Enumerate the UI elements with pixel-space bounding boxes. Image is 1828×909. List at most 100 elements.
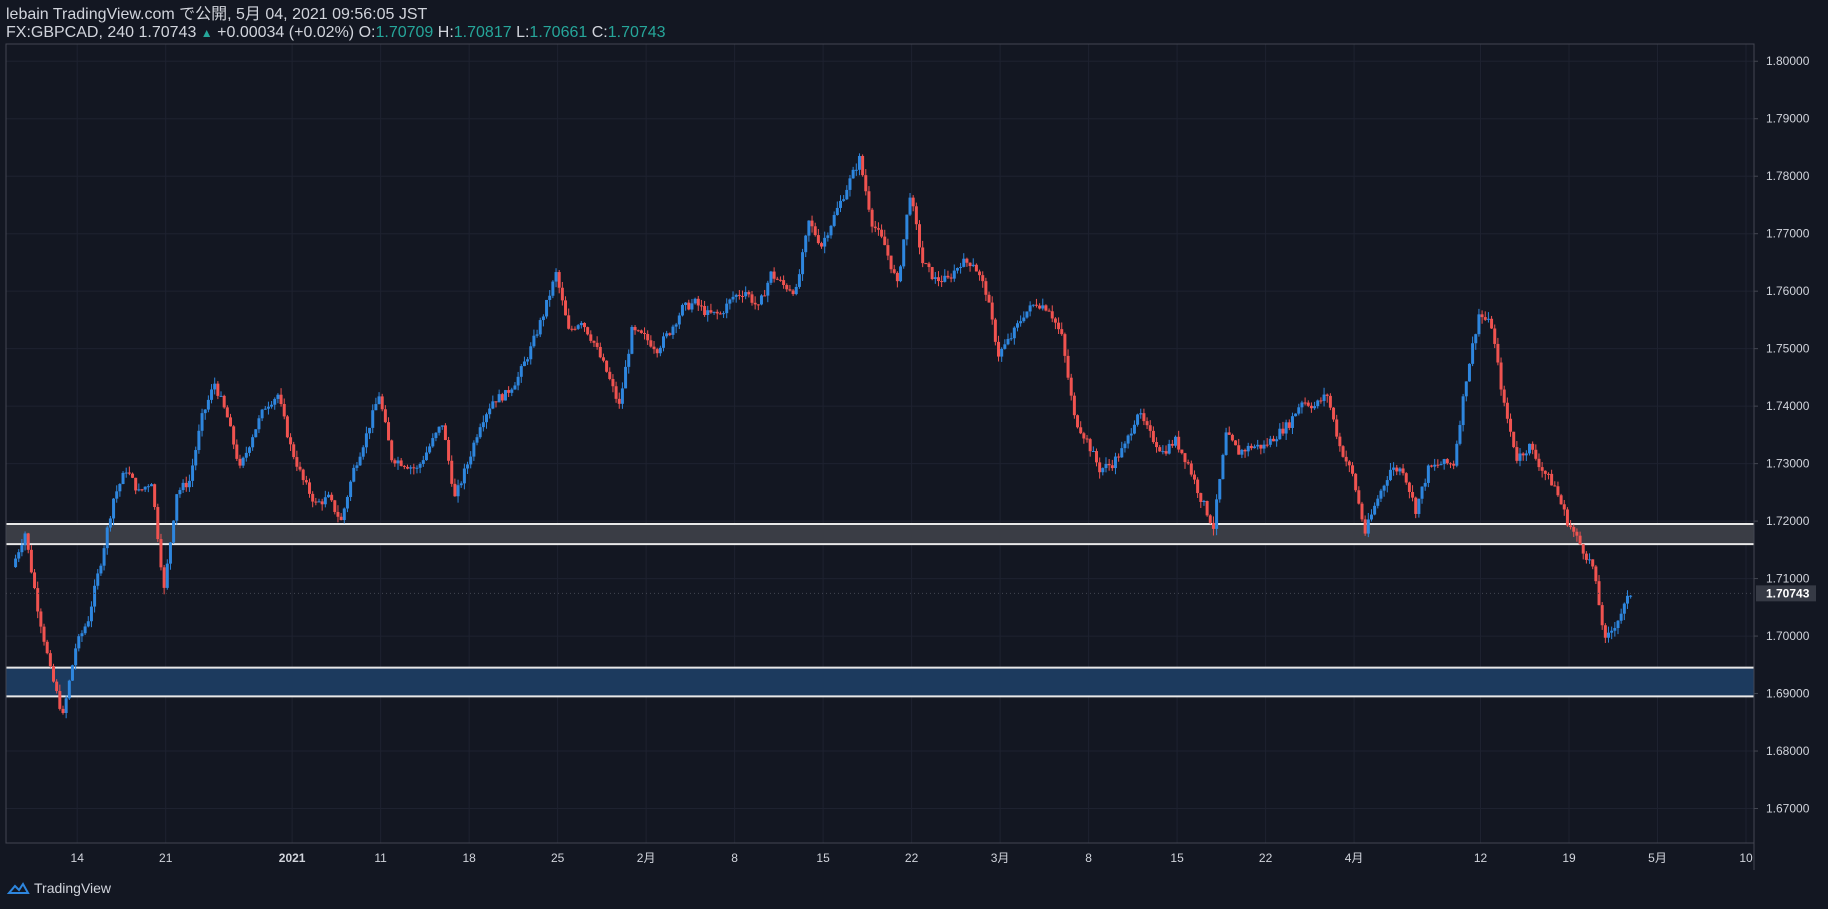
candle-body bbox=[485, 414, 489, 423]
resistance-zone[interactable] bbox=[6, 523, 1754, 545]
time-tick-label: 2月 bbox=[637, 851, 656, 865]
candle-body bbox=[17, 552, 21, 559]
candle-body bbox=[984, 281, 988, 295]
candle-body bbox=[1471, 343, 1475, 364]
candle-body bbox=[289, 437, 293, 445]
candle-body bbox=[317, 501, 321, 503]
candle-body bbox=[1126, 435, 1130, 444]
candle-body bbox=[1031, 304, 1035, 306]
candle-body bbox=[993, 319, 997, 342]
candle-body bbox=[1095, 451, 1098, 463]
price-tick-label: 1.70000 bbox=[1766, 629, 1810, 643]
candle-body bbox=[396, 460, 400, 464]
last-price-badge bbox=[1756, 585, 1816, 602]
candle-body bbox=[1534, 449, 1538, 459]
candle-body bbox=[1275, 439, 1279, 442]
candle-body bbox=[832, 215, 836, 226]
candle-body bbox=[886, 245, 890, 256]
candle-body bbox=[115, 491, 119, 499]
candle-body bbox=[23, 533, 27, 546]
price-tick-label: 1.73000 bbox=[1766, 457, 1810, 471]
candle-body bbox=[1221, 454, 1225, 480]
candle-body bbox=[1022, 317, 1026, 322]
candle-body bbox=[816, 235, 820, 244]
candle-body bbox=[1303, 402, 1307, 404]
candle-body bbox=[1019, 321, 1023, 324]
candle-body bbox=[191, 465, 195, 481]
candle-body bbox=[1420, 486, 1424, 499]
candle-body bbox=[560, 287, 564, 301]
candle-body bbox=[589, 334, 593, 341]
candle-body bbox=[924, 263, 928, 265]
candle-body bbox=[949, 277, 953, 279]
candle-body bbox=[997, 341, 1001, 357]
candle-body bbox=[298, 466, 302, 470]
candle-body bbox=[1625, 595, 1629, 604]
price-tick-label: 1.79000 bbox=[1766, 112, 1810, 126]
candle-body bbox=[387, 422, 391, 441]
candle-body bbox=[1540, 467, 1544, 471]
candle-body bbox=[140, 489, 144, 491]
candle-body bbox=[1281, 428, 1285, 434]
candle-body bbox=[1057, 322, 1061, 330]
candle-body bbox=[1493, 328, 1497, 344]
candle-body bbox=[96, 573, 100, 586]
candle-body bbox=[1012, 327, 1016, 339]
price-axis[interactable]: 1.80000 1.79000 1.78000 1.77000 1.76000 1.750… bbox=[1754, 54, 1810, 816]
candle-body bbox=[914, 206, 918, 225]
candle-body bbox=[1123, 443, 1127, 449]
candle-body bbox=[273, 398, 277, 405]
candle-body bbox=[1458, 425, 1462, 444]
candle-body bbox=[418, 463, 422, 468]
candle-body bbox=[358, 456, 362, 466]
price-tick-label: 1.67000 bbox=[1766, 802, 1810, 816]
candle-body bbox=[598, 346, 602, 358]
candle-body bbox=[377, 396, 381, 405]
candle-body bbox=[918, 224, 922, 248]
candle-body bbox=[987, 294, 991, 303]
candle-body bbox=[1104, 463, 1108, 469]
support-zone[interactable] bbox=[6, 667, 1754, 697]
candle-body bbox=[1610, 630, 1614, 633]
candle-body bbox=[1332, 407, 1336, 420]
open-label: O: bbox=[358, 24, 376, 41]
candle-body bbox=[820, 243, 824, 247]
candle-body bbox=[699, 305, 703, 307]
time-axis[interactable]: 14 21 2021 11 18 25 2月 8 15 22 3月 8 15 22 4月 12 19 5月 10 bbox=[71, 851, 1753, 865]
candle-body bbox=[500, 394, 504, 401]
tradingview-logo[interactable]: TradingView bbox=[6, 880, 111, 896]
candle-body bbox=[646, 333, 650, 341]
candle-body bbox=[450, 460, 454, 484]
candle-body bbox=[45, 641, 49, 654]
candle-body bbox=[1167, 443, 1171, 454]
candle-body bbox=[42, 626, 46, 642]
candle-body bbox=[409, 467, 413, 469]
candle-body bbox=[80, 633, 84, 637]
price-change: +0.00034 (+0.02%) bbox=[217, 24, 355, 41]
candle-body bbox=[1259, 444, 1263, 449]
candle-body bbox=[1467, 363, 1471, 382]
candle-body bbox=[121, 472, 125, 485]
symbol-label[interactable]: FX:GBPCAD, 240 bbox=[6, 24, 135, 41]
candle-body bbox=[981, 275, 985, 282]
candle-body bbox=[1294, 413, 1298, 417]
candle-body bbox=[434, 432, 438, 439]
candle-body bbox=[266, 406, 270, 409]
candle-body bbox=[1107, 463, 1111, 466]
candle-body bbox=[1069, 377, 1073, 396]
candle-body bbox=[1430, 465, 1434, 467]
candle-body bbox=[1376, 498, 1380, 506]
candle-body bbox=[1234, 440, 1238, 446]
candle-body bbox=[108, 518, 112, 528]
candle-body bbox=[829, 225, 833, 236]
candle-body bbox=[26, 533, 30, 550]
candle-body bbox=[1455, 443, 1459, 466]
candle-body bbox=[1407, 482, 1411, 492]
candle-body bbox=[1351, 465, 1355, 474]
candle-body bbox=[636, 330, 640, 332]
candle-body bbox=[488, 408, 492, 415]
candle-body bbox=[292, 444, 296, 458]
candle-body bbox=[1499, 362, 1503, 390]
candle-body bbox=[1000, 348, 1004, 357]
